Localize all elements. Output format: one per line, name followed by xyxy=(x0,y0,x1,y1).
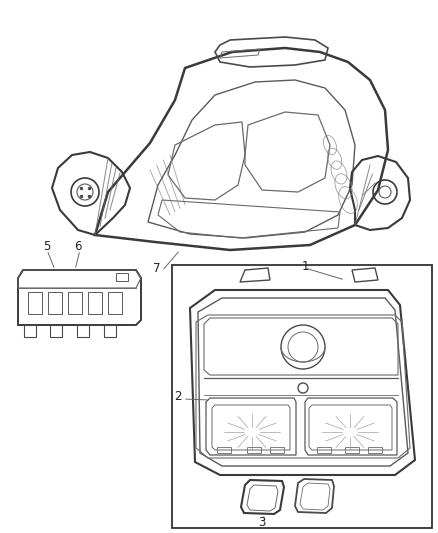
Bar xyxy=(108,292,122,314)
Bar xyxy=(116,273,128,281)
Bar xyxy=(368,447,382,453)
Bar xyxy=(345,447,359,453)
Bar xyxy=(104,325,116,337)
Bar xyxy=(247,447,261,453)
Bar xyxy=(50,325,62,337)
Text: 6: 6 xyxy=(74,240,82,254)
Bar xyxy=(28,292,42,314)
Bar xyxy=(88,292,102,314)
Bar xyxy=(48,292,62,314)
Text: 2: 2 xyxy=(174,391,182,403)
Bar xyxy=(317,447,331,453)
Bar xyxy=(172,265,432,528)
Bar xyxy=(24,325,36,337)
Text: 3: 3 xyxy=(258,515,266,529)
Bar xyxy=(270,447,284,453)
Bar xyxy=(217,447,231,453)
Bar xyxy=(77,325,89,337)
Bar xyxy=(68,292,82,314)
Text: 5: 5 xyxy=(43,240,51,254)
Text: 7: 7 xyxy=(153,262,161,276)
Text: 1: 1 xyxy=(301,260,309,272)
